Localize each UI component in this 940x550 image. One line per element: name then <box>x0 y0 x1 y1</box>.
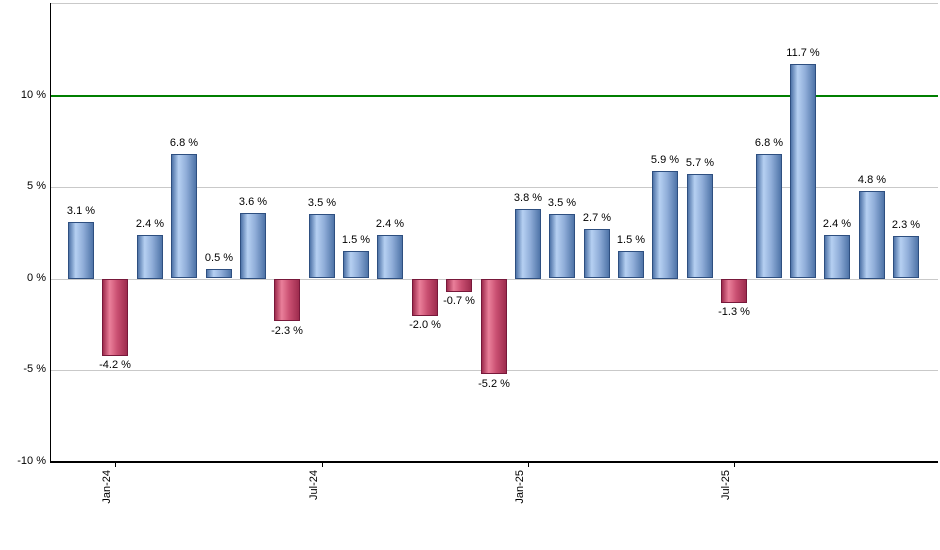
bar <box>137 235 163 279</box>
bar-value-label: 2.4 % <box>375 218 405 230</box>
bar <box>721 279 747 303</box>
bar <box>481 279 507 374</box>
bar-value-label: -2.0 % <box>409 319 441 331</box>
x-tick <box>322 461 323 467</box>
x-tick-label: Jul-25 <box>720 470 732 500</box>
x-axis <box>50 461 938 463</box>
bar <box>687 174 713 278</box>
bar <box>756 154 782 278</box>
y-axis <box>50 3 51 462</box>
bar-value-label: -4.2 % <box>99 359 131 371</box>
y-tick-label: 10 % <box>20 89 46 101</box>
bar-value-label: 3.5 % <box>547 197 577 209</box>
bar-value-label: 3.5 % <box>307 197 337 209</box>
bar-value-label: 1.5 % <box>341 234 371 246</box>
gridline-5 <box>50 187 938 188</box>
bar <box>377 235 403 279</box>
bar-value-label: 2.4 % <box>135 218 165 230</box>
bar-value-label: 3.6 % <box>238 196 268 208</box>
bar-value-label: 6.8 % <box>169 137 199 149</box>
bar <box>171 154 197 278</box>
bar-value-label: -0.7 % <box>443 295 475 307</box>
bar <box>274 279 300 321</box>
reference-line-10pct <box>50 95 938 97</box>
bar-value-label: 2.7 % <box>582 212 612 224</box>
x-tick <box>528 461 529 467</box>
bar-value-label: 3.8 % <box>513 192 543 204</box>
x-tick <box>734 461 735 467</box>
bar-value-label: -1.3 % <box>718 306 750 318</box>
bar-value-label: 3.1 % <box>66 205 96 217</box>
bar <box>446 279 472 292</box>
bar <box>652 171 678 279</box>
bar-value-label: 6.8 % <box>754 137 784 149</box>
bar-value-label: 2.4 % <box>822 218 852 230</box>
bar <box>412 279 438 316</box>
x-tick-label: Jan-24 <box>101 470 113 504</box>
bar <box>68 222 94 279</box>
bar-value-label: 5.7 % <box>685 157 715 169</box>
bar <box>790 64 816 278</box>
bar <box>893 236 919 278</box>
bar <box>240 213 266 279</box>
bar-value-label: -2.3 % <box>271 325 303 337</box>
bar-value-label: -5.2 % <box>478 378 510 390</box>
bar-value-label: 0.5 % <box>204 252 234 264</box>
y-tick-label: 5 % <box>27 180 46 192</box>
y-tick-label: 0 % <box>27 272 46 284</box>
x-tick-label: Jul-24 <box>308 470 320 500</box>
bar-value-label: 2.3 % <box>891 219 921 231</box>
bar <box>584 229 610 278</box>
y-tick-label: -5 % <box>23 363 46 375</box>
bar <box>824 235 850 279</box>
bar <box>618 251 644 278</box>
bar-value-label: 4.8 % <box>857 174 887 186</box>
bar <box>859 191 885 279</box>
bar <box>309 214 335 278</box>
bar <box>515 209 541 279</box>
bar <box>549 214 575 278</box>
y-tick-label: -10 % <box>17 455 46 467</box>
bar <box>343 251 369 278</box>
plot-top-border <box>50 3 938 4</box>
x-tick <box>115 461 116 467</box>
bar-value-label: 5.9 % <box>650 154 680 166</box>
bar <box>206 269 232 278</box>
bar <box>102 279 128 356</box>
x-tick-label: Jan-25 <box>514 470 526 504</box>
bar-value-label: 1.5 % <box>616 234 646 246</box>
bar-value-label: 11.7 % <box>786 47 820 59</box>
